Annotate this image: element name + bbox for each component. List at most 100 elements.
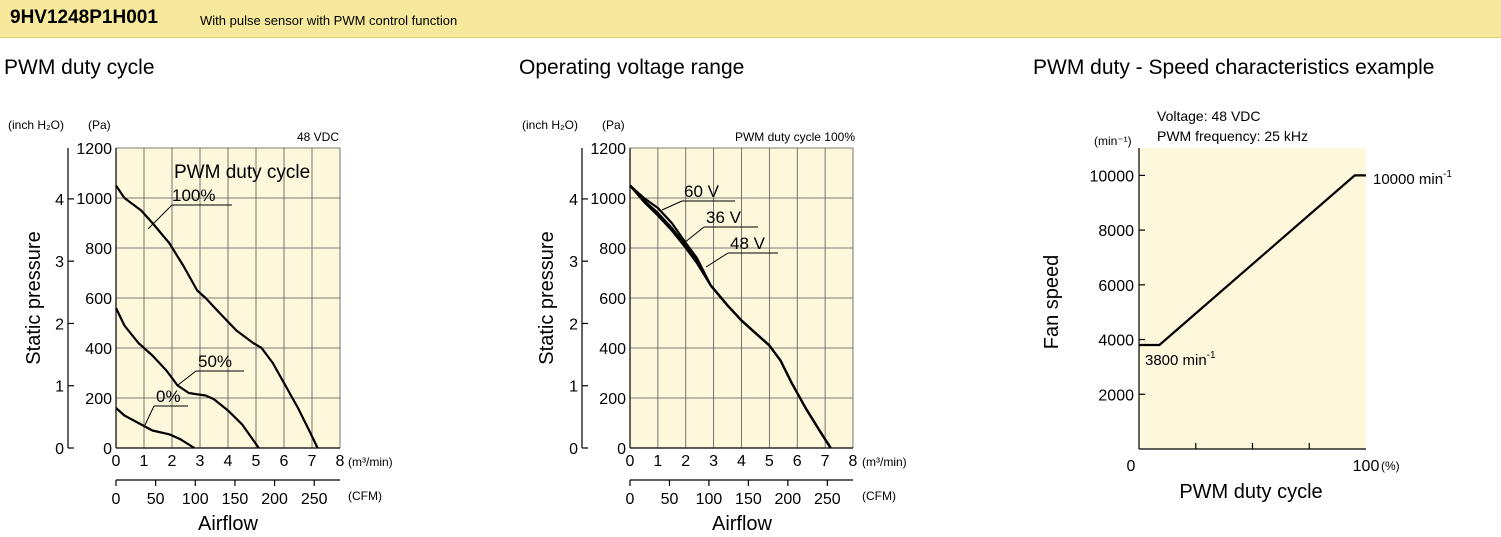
chart3-y-tick: 8000 bbox=[1098, 223, 1134, 240]
chart1-xlabel: Airflow bbox=[198, 513, 259, 535]
chart1-label-100: 100% bbox=[172, 186, 215, 205]
chart2-label-60v: 60 V bbox=[684, 182, 720, 201]
chart3-annotation-max: 10000 min-1 bbox=[1373, 169, 1452, 188]
chart2-y-tick-pa: 200 bbox=[599, 391, 626, 408]
chart1-x-tick: 1 bbox=[140, 453, 149, 470]
chart3-y-tick: 6000 bbox=[1098, 278, 1134, 295]
chart1-label-50-leader bbox=[177, 370, 197, 386]
chart2-x-tick: 4 bbox=[737, 453, 746, 470]
chart2-label-48v-leader bbox=[705, 252, 729, 268]
chart2-x-unit-cfm: (CFM) bbox=[862, 489, 896, 503]
chart2-y-tick-inch: 4 bbox=[569, 192, 578, 209]
header-bar: 9HV1248P1H001 With pulse sensor with PWM… bbox=[0, 0, 1501, 38]
chart1-x-tick: 2 bbox=[168, 453, 177, 470]
model-number: 9HV1248P1H001 bbox=[10, 7, 158, 28]
chart1-y-tick-pa: 200 bbox=[85, 391, 112, 408]
chart1-y-unit-inch: (inch H₂O) bbox=[8, 118, 64, 132]
chart1-cfm-tick: 150 bbox=[222, 491, 249, 508]
chart1-title: PWM duty cycle bbox=[4, 56, 155, 79]
chart1-y-tick-pa: 600 bbox=[85, 291, 112, 308]
chart1-grid: 0 1 2 3 4 5 6 7 8 0 200 400 600 800 1000 1200 0 1 2 3 4 0 50 10… bbox=[55, 141, 344, 508]
chart1-x-tick: 4 bbox=[224, 453, 233, 470]
chart3-x-tick-0: 0 bbox=[1127, 458, 1136, 475]
chart1-series-1 bbox=[115, 307, 260, 449]
chart3-y-tick: 10000 bbox=[1090, 168, 1135, 185]
chart2-title: Operating voltage range bbox=[519, 56, 744, 79]
chart2-cfm-tick: 0 bbox=[626, 491, 635, 508]
chart1-x-tick: 5 bbox=[252, 453, 261, 470]
chart3-annotation-min-sup: -1 bbox=[1207, 350, 1216, 361]
chart1-cfm-tick: 50 bbox=[147, 491, 165, 508]
chart1-y-tick-inch: 2 bbox=[55, 316, 64, 333]
chart2-x-tick: 3 bbox=[709, 453, 718, 470]
chart2-y-tick-inch: 2 bbox=[569, 316, 578, 333]
chart2-ylabel: Static pressure bbox=[536, 231, 558, 364]
chart2-x-tick: 1 bbox=[653, 453, 662, 470]
chart2-grid: 0 1 2 3 4 5 6 7 8 0 200 400 600 800 1000 1200 0 1 2 3 4 0 50 10… bbox=[569, 141, 857, 508]
chart1-y-tick-pa: 1200 bbox=[76, 141, 112, 158]
chart2-y-tick-pa: 1000 bbox=[590, 191, 626, 208]
chart1-series-2 bbox=[115, 407, 195, 449]
chart2-y-tick-inch: 0 bbox=[569, 441, 578, 458]
chart3-plot-area bbox=[1139, 148, 1366, 449]
chart1-cfm-tick: 250 bbox=[301, 491, 328, 508]
chart2-x-tick: 6 bbox=[793, 453, 802, 470]
chart2-xlabel: Airflow bbox=[712, 513, 773, 535]
chart1-y-tick-inch: 4 bbox=[55, 192, 64, 209]
chart3-annotation-max-text: 10000 min bbox=[1373, 171, 1443, 188]
chart3-x-tick-100: 100 bbox=[1353, 458, 1380, 475]
chart1-series-group bbox=[115, 184, 319, 449]
chart1-y-tick-inch: 3 bbox=[55, 254, 64, 271]
chart2-y-unit-pa: (Pa) bbox=[602, 118, 625, 132]
chart2-x-tick: 0 bbox=[626, 453, 635, 470]
chart2-series-group bbox=[629, 184, 832, 449]
chart1-label-0: 0% bbox=[156, 387, 181, 406]
chart2-y-tick-pa: 600 bbox=[599, 291, 626, 308]
chart2-y-tick-pa: 1200 bbox=[590, 141, 626, 158]
model-description: With pulse sensor with PWM control funct… bbox=[200, 13, 458, 28]
chart2-x-tick: 8 bbox=[849, 453, 858, 470]
chart1-x-tick: 3 bbox=[196, 453, 205, 470]
chart3-plot: 2000 4000 6000 8000 10000 0 100 bbox=[1090, 148, 1380, 475]
chart2-cfm-tick: 50 bbox=[661, 491, 679, 508]
chart2-y-tick-inch: 1 bbox=[569, 379, 578, 396]
chart3-title: PWM duty - Speed characteristics example bbox=[1033, 56, 1434, 79]
chart2-label-48v: 48 V bbox=[730, 234, 766, 253]
chart1-label-0-leader bbox=[144, 405, 155, 426]
chart2-label-36v-leader bbox=[683, 226, 705, 244]
chart1-x-tick: 8 bbox=[336, 453, 345, 470]
chart1-legend-title: PWM duty cycle bbox=[174, 162, 310, 183]
chart1-label-100-leader bbox=[147, 204, 173, 230]
chart1-y-tick-inch: 0 bbox=[55, 441, 64, 458]
chart1-y-tick-pa: 400 bbox=[85, 341, 112, 358]
chart2-label-60v-leader bbox=[661, 200, 683, 211]
chart2-x-tick: 5 bbox=[765, 453, 774, 470]
chart1-y-tick-inch: 1 bbox=[55, 379, 64, 396]
chart2-cfm-tick: 250 bbox=[814, 491, 841, 508]
chart1-y-tick-pa: 800 bbox=[85, 241, 112, 258]
chart2-x-unit-m3: (m³/min) bbox=[862, 455, 907, 469]
chart3-annotation-min-text: 3800 min bbox=[1145, 352, 1207, 369]
chart3-note-frequency: PWM frequency: 25 kHz bbox=[1157, 128, 1308, 144]
chart3-note-voltage: Voltage: 48 VDC bbox=[1157, 108, 1261, 124]
chart3-x-unit: (%) bbox=[1381, 459, 1400, 473]
chart1-condition: 48 VDC bbox=[297, 130, 339, 144]
chart2-cfm-tick: 150 bbox=[735, 491, 762, 508]
chart3-y-tick: 4000 bbox=[1098, 333, 1134, 350]
chart1-x-unit-m3: (m³/min) bbox=[348, 455, 393, 469]
chart2-y-tick-pa: 0 bbox=[617, 441, 626, 458]
chart3-series-0 bbox=[1139, 174, 1366, 347]
chart1-x-tick: 6 bbox=[280, 453, 289, 470]
chart3-y-tick: 2000 bbox=[1098, 387, 1134, 404]
chart2-y-tick-pa: 400 bbox=[599, 341, 626, 358]
chart2-condition: PWM duty cycle 100% bbox=[735, 130, 855, 144]
chart2-y-tick-pa: 800 bbox=[599, 241, 626, 258]
chart1-y-unit-pa: (Pa) bbox=[88, 118, 111, 132]
chart1-label-50: 50% bbox=[198, 352, 232, 371]
chart1-x-unit-cfm: (CFM) bbox=[348, 489, 382, 503]
chart2-x-tick: 7 bbox=[821, 453, 830, 470]
chart2-y-unit-inch: (inch H₂O) bbox=[522, 118, 578, 132]
chart2-cfm-tick: 100 bbox=[696, 491, 723, 508]
chart1-y-tick-pa: 1000 bbox=[76, 191, 112, 208]
